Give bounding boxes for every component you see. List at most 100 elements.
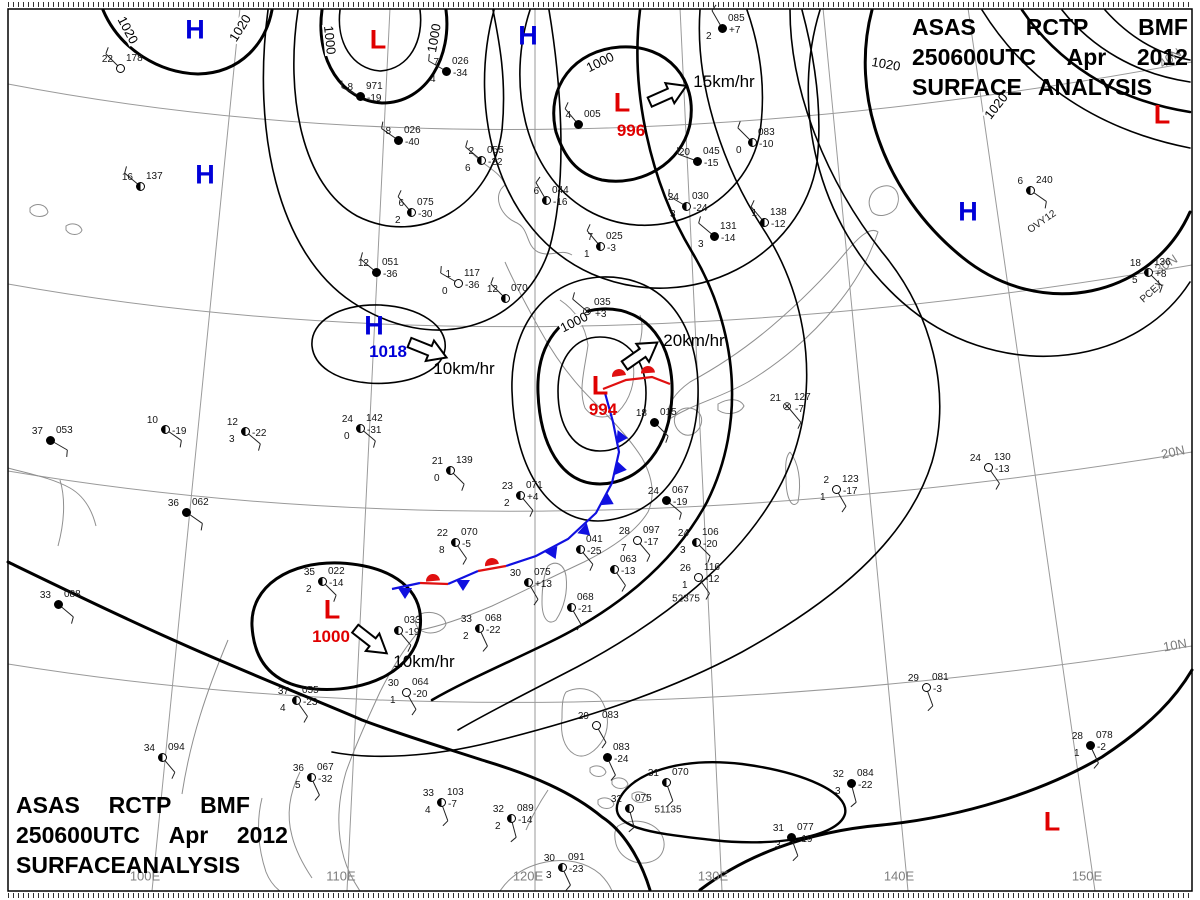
wind-barb-tick [610, 774, 616, 781]
station-symbol [356, 424, 365, 433]
coastline [525, 789, 549, 831]
station-lower-value: 1 [682, 580, 688, 591]
station-symbol [501, 294, 510, 303]
station-lower-value: 3 [229, 434, 235, 445]
title-line-1: ASAS RCTP BMF [912, 12, 1188, 42]
title-word: ASAS [912, 14, 976, 40]
station-symbol [372, 268, 381, 277]
station-symbol [307, 773, 316, 782]
station-temperature: 24 [647, 486, 659, 497]
station-tendency: -36 [465, 280, 480, 291]
station-symbol [574, 120, 583, 129]
station-pressure: 142 [366, 413, 383, 424]
station-tendency: -14 [518, 815, 533, 826]
title-line-2: 250600UTC Apr 2012 [912, 42, 1188, 72]
coastline [673, 407, 703, 436]
station-pressure: 971 [366, 81, 383, 92]
station-lower-value: 0 [434, 473, 440, 484]
wind-barb-tick [71, 616, 74, 624]
station-tendency: -23 [569, 864, 584, 875]
wind-barb-tick [442, 820, 449, 827]
station-tendency: -19 [172, 426, 187, 437]
station-pressure: 240 [1036, 175, 1053, 186]
station-tendency: -36 [383, 269, 398, 280]
station-temperature: 32 [832, 769, 844, 780]
station-symbol [454, 279, 463, 288]
station-pressure: 085 [728, 13, 745, 24]
title-word: ASAS [16, 792, 80, 818]
low-pressure-center: L [323, 594, 341, 625]
isobar [698, 668, 1194, 892]
station-pressure: 045 [703, 146, 720, 157]
station-symbol [394, 136, 403, 145]
station-temperature: 12 [357, 258, 369, 269]
wind-barb-tick [258, 443, 261, 451]
title-line-1: ASAS RCTP BMF [16, 790, 250, 820]
station-pressure: 123 [842, 474, 859, 485]
wind-barb-tick [667, 800, 674, 807]
title-line-3: SURFACE ANALYSIS [16, 850, 240, 880]
wind-barb-tick [707, 555, 711, 563]
station-temperature: 6 [1017, 176, 1023, 187]
cold-front-pip [614, 461, 627, 475]
station-lower-value: 4 [280, 703, 286, 714]
station-symbol [576, 545, 585, 554]
station-symbol [46, 436, 55, 445]
station-pressure: 078 [1096, 730, 1113, 741]
station-symbol [1086, 741, 1095, 750]
coastline [57, 479, 65, 547]
station-pressure: 131 [720, 221, 737, 232]
stationary-front-pip [485, 558, 499, 567]
station-symbol [596, 242, 605, 251]
wind-barb-tick [601, 742, 607, 749]
wind-barb-tick [66, 449, 68, 458]
station-tendency: -12 [705, 574, 720, 585]
station-pressure: 116 [704, 562, 720, 573]
station-temperature: 36 [292, 763, 304, 774]
station-tendency: -31 [367, 425, 382, 436]
station-lower-value: 1 [390, 695, 396, 706]
station-pressure: 083 [613, 742, 630, 753]
station-tendency: -17 [843, 486, 858, 497]
longitude-line [967, 7, 1096, 892]
station-temperature: 1 [445, 269, 451, 280]
station-pressure: 084 [857, 768, 874, 779]
ship-callsign: 51135 [654, 804, 682, 816]
isobar [557, 336, 647, 452]
longitude-line [346, 7, 391, 892]
isobar [1020, 8, 1192, 114]
station-lower-value: 5 [1132, 275, 1138, 286]
isobar-label: 1020 [114, 13, 142, 47]
wind-barb-tick [995, 483, 1000, 490]
station-lower-value: 2 [306, 584, 312, 595]
isobar [262, 9, 562, 331]
station-temperature: 36 [167, 498, 179, 509]
movement-speed-label: 20km/hr [663, 331, 725, 350]
coastline [258, 797, 281, 892]
station-symbol [136, 182, 145, 191]
station-symbol [692, 538, 701, 547]
station-temperature: 22 [436, 528, 448, 539]
coastline [288, 771, 313, 879]
station-pressure: 030 [692, 191, 709, 202]
station-symbol [662, 496, 671, 505]
wind-barb-tick [360, 252, 363, 260]
station-temperature: 32 [492, 804, 504, 815]
isobar-label: 1020 [869, 54, 903, 74]
wind-barb-tick [792, 855, 799, 862]
cold-front-pip [577, 522, 591, 536]
high-pressure-center: H [185, 14, 205, 45]
station-tendency: -30 [418, 209, 433, 220]
station-tendency: -22 [488, 157, 503, 168]
wind-barb-tick [171, 772, 176, 779]
stationary-front-segment [447, 569, 479, 586]
wind-barb-tick [397, 190, 402, 197]
station-tendency: -22 [252, 428, 267, 439]
station-pressure: 015 [660, 407, 677, 418]
station-symbol [1144, 268, 1153, 277]
chart-title-bottom-left: ASAS RCTP BMF 250600UTC Apr 2012 SURFACE… [16, 790, 288, 880]
station-symbol [682, 202, 691, 211]
title-word: ANALYSIS [125, 852, 241, 878]
station-tendency: -14 [329, 578, 344, 589]
wind-barb-tick [665, 435, 669, 443]
